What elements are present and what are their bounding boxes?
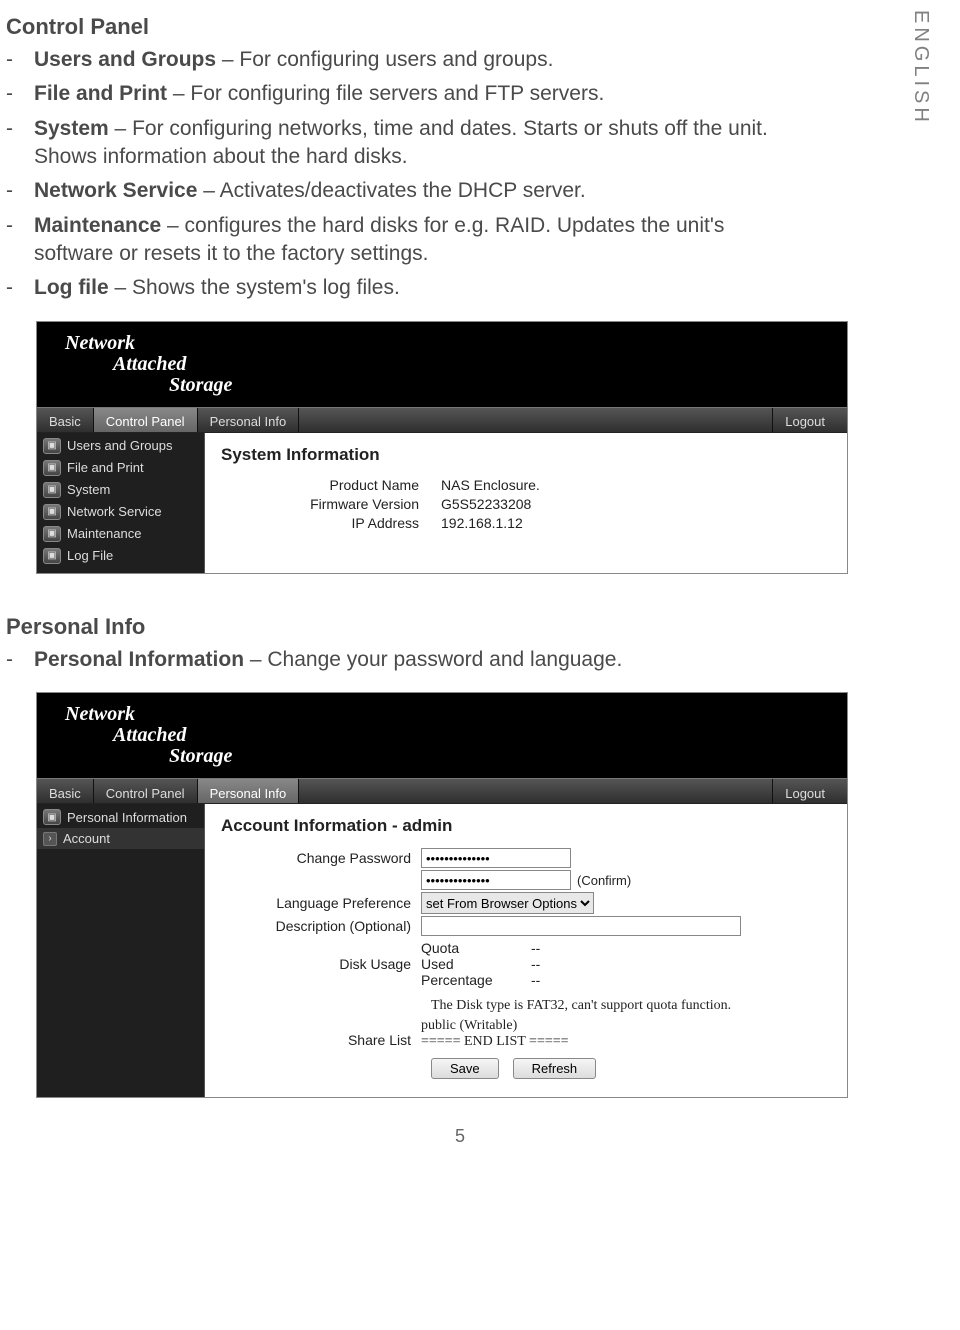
sidebar: ▣Users and Groups ▣File and Print ▣Syste… bbox=[37, 433, 205, 573]
nas-header: Network Attached Storage bbox=[37, 693, 847, 778]
content-title: Account Information - admin bbox=[221, 816, 831, 836]
chevron-right-icon: › bbox=[43, 832, 57, 846]
share-line: public (Writable) bbox=[421, 1018, 569, 1034]
folder-icon: ▣ bbox=[43, 482, 61, 498]
tab-logout[interactable]: Logout bbox=[772, 779, 847, 803]
sidebar-item-system[interactable]: ▣System bbox=[37, 479, 204, 501]
section-title-personal-info: Personal Info bbox=[6, 614, 920, 640]
disk-usage-row: Used-- bbox=[421, 956, 540, 972]
section-title-control-panel: Control Panel bbox=[6, 14, 920, 40]
tab-logout[interactable]: Logout bbox=[772, 408, 847, 432]
form-row-password-confirm: (Confirm) bbox=[221, 870, 831, 890]
disk-usage-row: Percentage-- bbox=[421, 972, 540, 988]
control-panel-list: -Users and Groups – For configuring user… bbox=[6, 46, 786, 303]
form-row-language: Language Preference set From Browser Opt… bbox=[221, 892, 831, 914]
tab-personal-info[interactable]: Personal Info bbox=[198, 779, 300, 803]
tab-control-panel[interactable]: Control Panel bbox=[94, 779, 198, 803]
sidebar-item-network-service[interactable]: ▣Network Service bbox=[37, 501, 204, 523]
tab-basic[interactable]: Basic bbox=[37, 779, 94, 803]
content-area: Account Information - admin Change Passw… bbox=[205, 804, 847, 1097]
folder-icon: ▣ bbox=[43, 504, 61, 520]
save-button[interactable]: Save bbox=[431, 1058, 499, 1079]
sidebar-item-users-groups[interactable]: ▣Users and Groups bbox=[37, 435, 204, 457]
tab-personal-info[interactable]: Personal Info bbox=[198, 408, 300, 432]
list-item: -Log file – Shows the system's log files… bbox=[6, 274, 786, 302]
list-item: -File and Print – For configuring file s… bbox=[6, 80, 786, 108]
sidebar-item-personal-information[interactable]: ▣Personal Information bbox=[37, 806, 204, 828]
nas-header: Network Attached Storage bbox=[37, 322, 847, 407]
folder-icon: ▣ bbox=[43, 460, 61, 476]
form-row-description: Description (Optional) bbox=[221, 916, 831, 936]
info-row: Firmware VersionG5S52233208 bbox=[271, 496, 831, 512]
password-confirm-input[interactable] bbox=[421, 870, 571, 890]
description-input[interactable] bbox=[421, 916, 741, 936]
screenshot-system-info: Network Attached Storage Basic Control P… bbox=[36, 321, 848, 574]
disk-usage-row: Quota-- bbox=[421, 940, 540, 956]
language-select[interactable]: set From Browser Options bbox=[421, 892, 594, 914]
tab-bar: Basic Control Panel Personal Info Logout bbox=[37, 407, 847, 433]
disk-note: The Disk type is FAT32, can't support qu… bbox=[431, 998, 831, 1014]
language-tab: ENGLISH bbox=[909, 10, 932, 126]
list-item: -Users and Groups – For configuring user… bbox=[6, 46, 786, 74]
folder-icon: ▣ bbox=[43, 548, 61, 564]
sidebar-item-account[interactable]: ›Account bbox=[37, 828, 204, 849]
page-number: 5 bbox=[0, 1126, 920, 1147]
screenshot-account-info: Network Attached Storage Basic Control P… bbox=[36, 692, 848, 1098]
info-row: IP Address192.168.1.12 bbox=[271, 515, 831, 531]
list-item: -Network Service – Activates/deactivates… bbox=[6, 177, 786, 205]
folder-icon: ▣ bbox=[43, 526, 61, 542]
list-item: -Maintenance – configures the hard disks… bbox=[6, 212, 786, 269]
share-list-block: Share List public (Writable) ===== END L… bbox=[221, 1018, 831, 1050]
folder-icon: ▣ bbox=[43, 438, 61, 454]
password-input[interactable] bbox=[421, 848, 571, 868]
content-title: System Information bbox=[221, 445, 831, 465]
confirm-label: (Confirm) bbox=[577, 873, 631, 888]
form-row-password: Change Password bbox=[221, 848, 831, 868]
content-area: System Information Product NameNAS Enclo… bbox=[205, 433, 847, 573]
tab-bar: Basic Control Panel Personal Info Logout bbox=[37, 778, 847, 804]
sidebar-item-file-print[interactable]: ▣File and Print bbox=[37, 457, 204, 479]
personal-info-list: -Personal Information – Change your pass… bbox=[6, 646, 786, 674]
tab-basic[interactable]: Basic bbox=[37, 408, 94, 432]
list-item: -System – For configuring networks, time… bbox=[6, 115, 786, 172]
disk-usage-block: Disk Usage Quota-- Used-- Percentage-- bbox=[221, 940, 831, 988]
sidebar-item-maintenance[interactable]: ▣Maintenance bbox=[37, 523, 204, 545]
folder-icon: ▣ bbox=[43, 809, 61, 825]
share-line: ===== END LIST ===== bbox=[421, 1034, 569, 1050]
tab-control-panel[interactable]: Control Panel bbox=[94, 408, 198, 432]
list-item: -Personal Information – Change your pass… bbox=[6, 646, 786, 674]
info-row: Product NameNAS Enclosure. bbox=[271, 477, 831, 493]
sidebar-item-log-file[interactable]: ▣Log File bbox=[37, 545, 204, 567]
refresh-button[interactable]: Refresh bbox=[513, 1058, 597, 1079]
sidebar: ▣Personal Information ›Account bbox=[37, 804, 205, 1097]
button-row: Save Refresh bbox=[431, 1058, 831, 1079]
